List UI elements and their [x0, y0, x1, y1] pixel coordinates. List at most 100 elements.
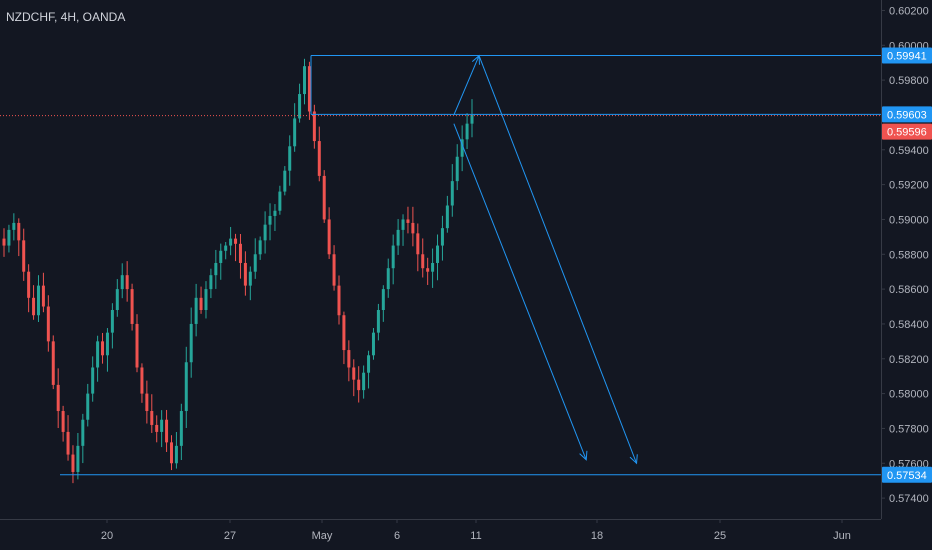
candle-body: [465, 123, 469, 140]
candle-body: [135, 323, 139, 368]
candle-body: [273, 210, 277, 216]
candle-body: [51, 341, 55, 385]
candle-body: [371, 332, 375, 356]
candle-body: [7, 229, 11, 246]
candle-body: [401, 219, 405, 230]
candle-body: [204, 289, 208, 311]
candle-body: [66, 431, 70, 455]
y-tick-label: 0.58200: [889, 354, 929, 366]
candle-body: [214, 262, 218, 276]
candle-body: [327, 219, 331, 255]
candle-body: [81, 419, 85, 446]
x-tick-label: 6: [394, 530, 400, 542]
candle-body: [194, 297, 198, 324]
x-tick-label: 27: [224, 530, 236, 542]
y-tick-label: 0.58800: [889, 249, 929, 261]
x-tick-label: Jun: [833, 530, 851, 542]
candle-body: [189, 323, 193, 363]
candle-body: [125, 275, 129, 290]
candle-body: [61, 411, 65, 432]
candle-body: [317, 141, 321, 176]
candle-body: [283, 170, 287, 192]
projection-arrows: [453, 54, 638, 465]
candle-body: [288, 146, 292, 171]
level-price-label: 0.57534: [887, 470, 927, 482]
horizontal-levels: [0, 55, 881, 476]
candle-body: [406, 219, 410, 223]
candle-body: [298, 94, 302, 119]
candle-body: [426, 268, 430, 272]
candle-body: [91, 367, 95, 394]
x-tick-label: 20: [101, 530, 113, 542]
candle-body: [174, 445, 178, 464]
candle-body: [347, 350, 351, 368]
candle-body: [130, 289, 134, 324]
candle-body: [440, 228, 444, 246]
candle-body: [391, 245, 395, 269]
candle-body: [312, 111, 316, 142]
candle-body: [2, 238, 6, 246]
projection-line[interactable]: [478, 55, 638, 464]
candle-body: [238, 243, 242, 263]
y-tick-label: 0.59000: [889, 214, 929, 226]
candle-body: [322, 175, 326, 220]
candle-body: [263, 224, 267, 241]
candle-body: [445, 205, 449, 229]
candle-body: [278, 191, 282, 211]
candle-body: [179, 411, 183, 446]
candle-body: [234, 238, 238, 244]
candle-body: [470, 114, 474, 124]
projection-line[interactable]: [453, 123, 587, 460]
y-tick-label: 0.59200: [889, 180, 929, 192]
candle-body: [411, 222, 415, 234]
candle-body: [101, 341, 105, 356]
candle-body: [367, 355, 371, 373]
level-price-tag: [882, 466, 932, 483]
candle-body: [342, 315, 346, 351]
y-tick-label: 0.59800: [889, 75, 929, 87]
candle-body: [386, 268, 390, 290]
level-price-label: 0.59941: [887, 51, 927, 63]
price-axis[interactable]: 0.574000.576000.578000.580000.582000.584…: [881, 0, 932, 519]
current-price-tag: [882, 123, 932, 140]
candle-body: [416, 233, 420, 255]
candle-body: [357, 379, 361, 391]
candles: [2, 58, 474, 484]
level-price-label: 0.59603: [887, 109, 927, 121]
y-tick-label: 0.60200: [889, 5, 929, 17]
candle-body: [209, 275, 213, 290]
level-price-tag: [882, 47, 932, 64]
candle-body: [17, 222, 21, 241]
y-tick-label: 0.59400: [889, 145, 929, 157]
candle-body: [293, 118, 297, 147]
x-tick-label: May: [312, 530, 333, 542]
candle-body: [105, 332, 109, 356]
candle-body: [41, 285, 45, 307]
projection-line[interactable]: [453, 55, 480, 116]
candle-body: [224, 245, 228, 251]
candle-body: [268, 215, 272, 225]
candle-body: [229, 238, 233, 246]
candle-body: [307, 66, 311, 112]
chart-title: NZDCHF, 4H, OANDA: [6, 10, 125, 24]
candle-body: [76, 445, 80, 472]
candle-body: [396, 229, 400, 246]
x-tick-label: 18: [591, 530, 603, 542]
candle-body: [337, 285, 341, 316]
arrow-head: [579, 450, 588, 461]
time-axis[interactable]: 20 27 May 6 11 18 25 Jun: [0, 519, 881, 542]
candle-body: [460, 139, 464, 157]
candle-body: [12, 222, 16, 230]
candle-body: [160, 419, 164, 432]
candle-body: [145, 393, 149, 412]
candle-body: [381, 289, 385, 311]
y-tick-label: 0.57400: [889, 493, 929, 505]
candle-body: [219, 250, 223, 263]
candle-body: [376, 310, 380, 333]
x-tick-label: 11: [470, 530, 481, 542]
candle-body: [155, 424, 159, 432]
candle-body: [120, 275, 124, 290]
candle-body: [303, 66, 307, 95]
